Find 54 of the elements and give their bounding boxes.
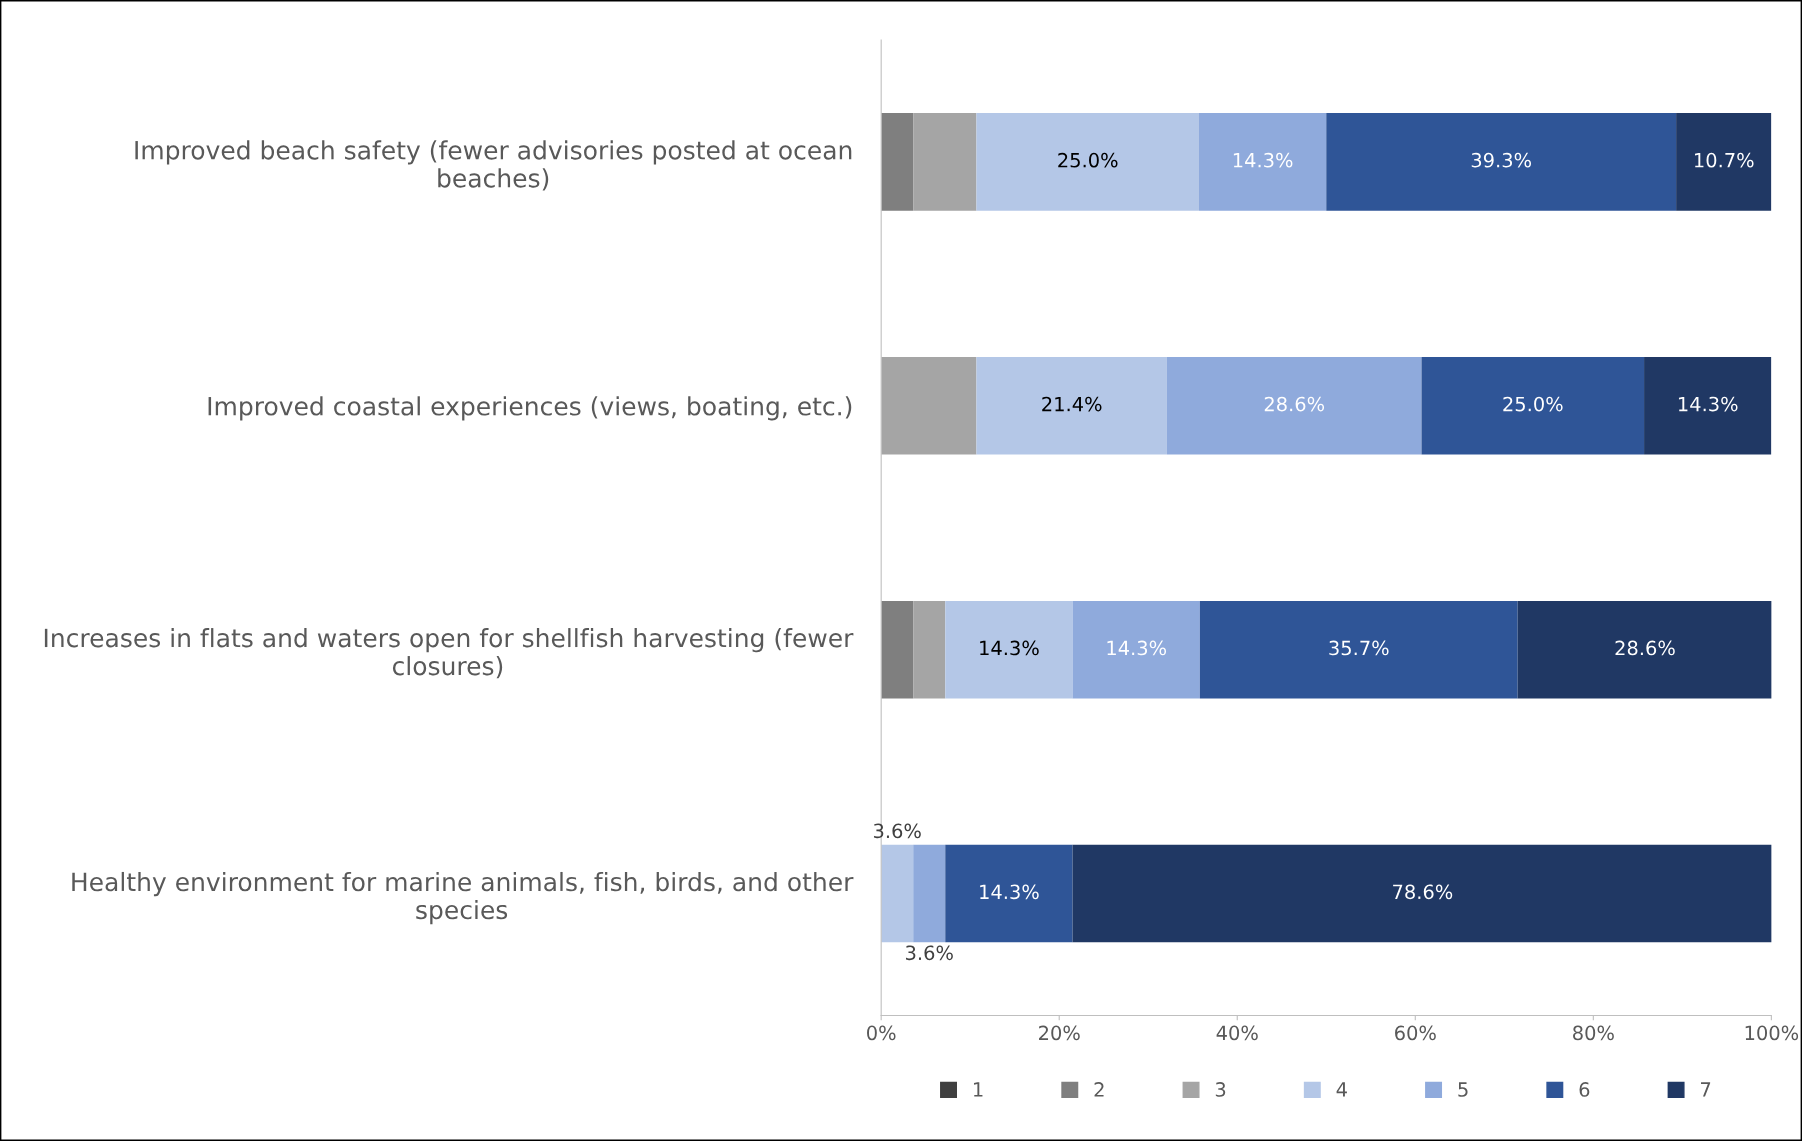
data-label: 35.7% (1329, 640, 1389, 656)
bar (1676, 113, 1772, 211)
data-label: 78.6% (1393, 884, 1453, 900)
legend-label: 1 (974, 1082, 983, 1097)
data-label: 3.6% (906, 945, 953, 961)
y-tick-label: Improved beach safety (fewer advisories posted at ocean beaches) (135, 140, 852, 191)
x-tick-label: 100% (1745, 1025, 1799, 1041)
data-label: 14.3% (1107, 640, 1167, 656)
x-tick-label: 80% (1573, 1025, 1614, 1041)
x-tick-label: 0% (867, 1025, 896, 1041)
bar (913, 600, 946, 699)
data-label: 39.3% (1471, 152, 1532, 168)
bar (1198, 113, 1327, 211)
data-label: 14.3% (1233, 152, 1293, 168)
data-label: 25.0% (1058, 152, 1118, 168)
bar (881, 356, 977, 455)
legend-label: 3 (1215, 1082, 1226, 1097)
legend-label: 7 (1701, 1082, 1711, 1097)
y-tick-label: Increases in flats and waters open for shellfish harvesting (fewer closures) (44, 628, 854, 679)
bar (976, 113, 1199, 211)
bar (1517, 600, 1772, 699)
data-label: 14.3% (980, 640, 1039, 656)
data-label: 14.3% (1678, 396, 1738, 412)
x-tick-label: 20% (1039, 1025, 1080, 1041)
bar (881, 844, 914, 943)
legend-label: 4 (1336, 1082, 1347, 1097)
x-tick-label: 40% (1216, 1025, 1258, 1041)
bar (945, 600, 1073, 699)
data-label: 10.7% (1694, 152, 1754, 168)
y-tick-label: Healthy environment for marine animals, fish, birds, and other species (72, 871, 854, 925)
bar (881, 113, 914, 211)
bar (945, 844, 1073, 943)
data-label: 14.3% (980, 884, 1039, 900)
bar (1644, 356, 1772, 455)
bar (976, 356, 1167, 455)
x-tick-label: 60% (1395, 1025, 1436, 1041)
bar (1072, 844, 1772, 943)
data-label: 25.0% (1503, 396, 1563, 412)
bar (1326, 113, 1677, 211)
bar (1421, 356, 1645, 455)
legend-label: 2 (1094, 1082, 1104, 1097)
data-label: 3.6% (873, 823, 921, 839)
data-label: 28.6% (1264, 396, 1325, 412)
bar (913, 844, 946, 943)
data-label: 21.4% (1042, 396, 1102, 412)
bar (1072, 600, 1200, 699)
bar (913, 113, 977, 211)
bar (1166, 356, 1422, 455)
bar (881, 600, 914, 699)
y-tick-label: Improved coastal experiences (views, boating, etc.) (208, 396, 852, 421)
bar (1199, 600, 1518, 699)
legend-label: 6 (1579, 1082, 1590, 1097)
data-label: 28.6% (1615, 640, 1675, 656)
legend-label: 5 (1458, 1082, 1468, 1097)
